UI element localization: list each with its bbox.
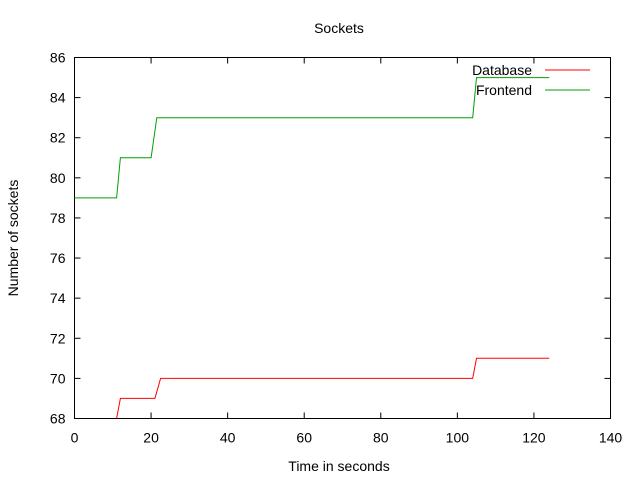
y-tick-label-6: 80 [50,170,66,186]
y-tick-label-7: 82 [50,130,66,146]
series-line-database [116,357,550,419]
x-tick-label-4: 80 [373,430,389,446]
x-tick-label-2: 40 [220,430,236,446]
y-tick-label-3: 74 [50,290,66,306]
series-line-frontend [74,77,550,199]
y-tick-label-4: 76 [50,250,66,266]
y-tick-label-0: 68 [50,411,66,427]
legend: Database Frontend [472,62,590,98]
chart-title: Sockets [314,20,364,36]
y-tick-label-9: 86 [50,50,66,66]
x-tick-label-5: 100 [446,430,470,446]
y-tick-label-2: 72 [50,330,66,346]
series-layer [74,77,550,419]
x-tick-label-0: 0 [71,430,79,446]
y-axis-label: Number of sockets [5,180,21,297]
x-axis-label: Time in seconds [288,458,389,474]
x-tick-label-3: 60 [296,430,312,446]
x-tick-label-1: 20 [143,430,159,446]
x-tick-label-7: 140 [599,430,623,446]
legend-label-database: Database [472,62,532,78]
y-tick-label-5: 78 [50,210,66,226]
axis-ticks: 0 20 40 60 80 100 120 140 68 70 72 74 76 78 80 82 84 86 [50,50,622,446]
legend-label-frontend: Frontend [476,82,532,98]
y-tick-label-8: 84 [50,90,66,106]
x-tick-label-6: 120 [522,430,546,446]
y-tick-label-1: 70 [50,370,66,386]
plot-area [74,57,611,419]
